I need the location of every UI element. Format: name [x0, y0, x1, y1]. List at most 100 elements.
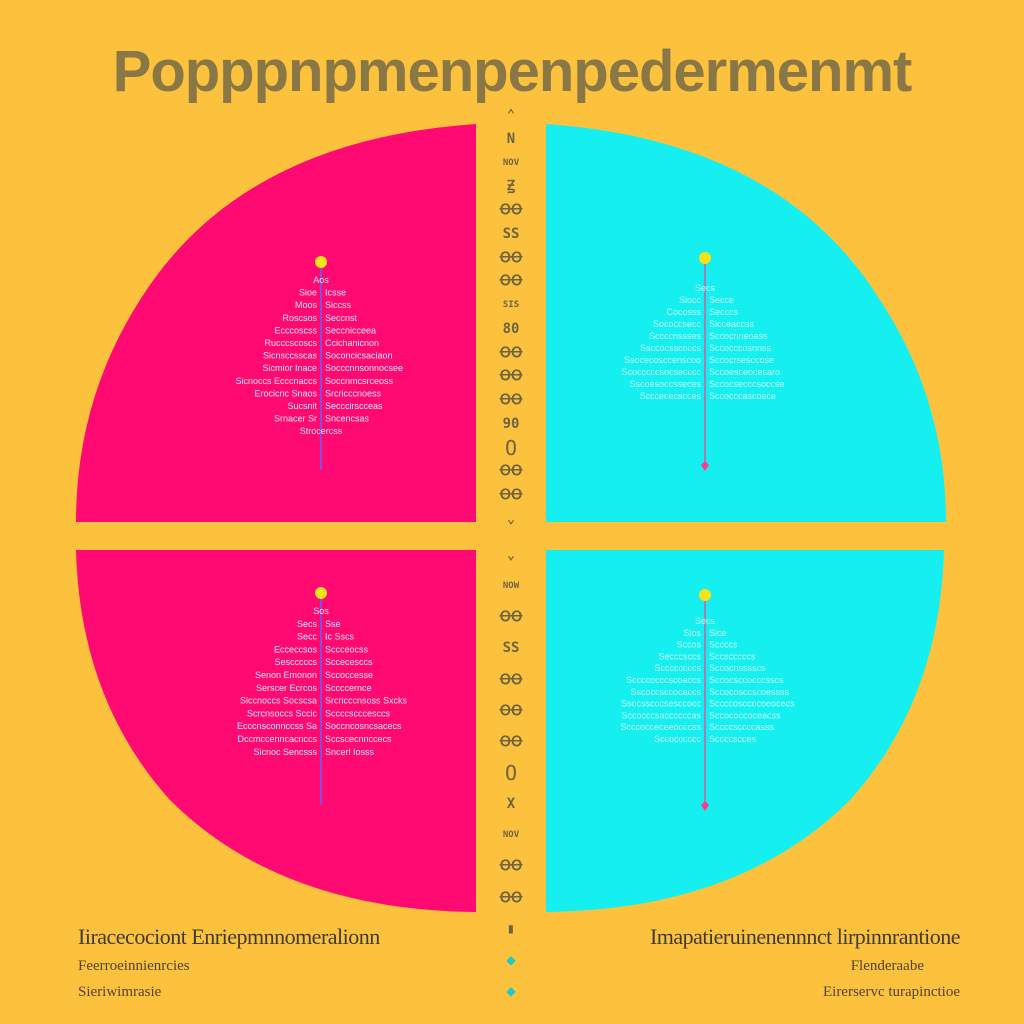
tree-label-right: Secccs [709, 307, 739, 317]
tree-label: Secs [695, 283, 716, 293]
tree-label-left: Sccccccccs [654, 663, 701, 673]
divider-bottom-glyph: NOW [502, 581, 520, 592]
divider-top-glyph: ꝊꝊ [499, 392, 523, 409]
divider-top-glyph: ⌄ [506, 511, 516, 527]
divider-top-glyph: 90 [502, 415, 520, 432]
subcaption-left-1: Feerroeinnienrcies [78, 958, 190, 974]
tree-label-right: Seccnst [325, 313, 358, 323]
caption-right: Imapatieruinenennnct lirpinnrantione [649, 924, 961, 949]
divider-bottom-glyph: ◆ [506, 981, 516, 1000]
quadrant-top-left [76, 124, 476, 522]
tree-label-right: Sccocsccocccsscs [709, 675, 784, 685]
tree-label-left: Sccocccsaccccccas [621, 710, 701, 720]
tree-label-right: Socccnnsonnocsee [325, 363, 403, 373]
divider-top-glyph: NOV [502, 157, 520, 168]
tree-node-dot [699, 589, 711, 601]
tree-label-left: Ecccnsconnccss Sa [237, 721, 317, 731]
divider-bottom-glyph: ▮ [506, 920, 516, 937]
tree-label-right: Sccocccascoece [709, 391, 776, 401]
text-tree-2: Secs Siocc Secce Cocosss Secccs Sococcsecc Sic… [621, 252, 785, 471]
tree-label: Aos [313, 275, 329, 285]
tree-label-right: Sccccernce [325, 683, 372, 693]
divider-bottom-glyph: ꝊꝊ [499, 702, 523, 719]
subcaption-left-2: Sieriwimrasie [78, 984, 162, 1000]
tree-label-right: Sncencsas [325, 414, 370, 424]
divider-bottom-glyph: ꝊꝊ [499, 858, 523, 875]
tree-label-left: Siccnoccs Socscsa [240, 696, 317, 706]
divider-top-glyph: ꝊꝊ [499, 249, 523, 266]
tree-label-left: Sioe [299, 288, 317, 298]
tree-label-left: Siocc [679, 295, 702, 305]
tree-label-right: Sice [709, 628, 727, 638]
tree-label-left: Ssocsscocsesccocc [621, 699, 702, 709]
caption-left: Iiracecociont Enriepmnnomeralionn [78, 924, 380, 949]
tree-label-left: Scccocceceeocccss [620, 722, 701, 732]
tree-label-right: Sccccscces [709, 734, 757, 744]
tree-label-right: Sccoesceocesaro [709, 367, 780, 377]
tree-label-right: Sccocosccscoessss [709, 687, 790, 697]
tree-label-left: Ecceccsos [274, 644, 318, 654]
tree-label-left: Sios [683, 628, 701, 638]
tree-label-left: Srnacer Sr [274, 414, 317, 424]
divider-bottom-glyph: ꝊꝊ [499, 671, 523, 688]
tree-label-left: Sscoccsccocaccs [630, 687, 701, 697]
tree-label-right: Sccocsecccsoccse [709, 379, 785, 389]
tree-label-left: Sccccocccscoaccs [626, 675, 702, 685]
tree-label-right: Secce [709, 295, 734, 305]
tree-label-left: Moos [295, 300, 318, 310]
tree-label-left: Scocccccsocsecccc [621, 367, 701, 377]
tree-label-left: Sicnsccsscas [263, 351, 318, 361]
tree-label-left: Ssccocsscoccs [640, 343, 702, 353]
tree-label-left: Rucccscoscs [264, 338, 317, 348]
divider-top-glyph: ꝊꝊ [499, 273, 523, 290]
tree-label-left: Scrcnsoccs Sccic [247, 708, 318, 718]
divider-bottom-glyph: ꝊꝊ [499, 609, 523, 626]
tree-label-right: Sccccs [709, 640, 738, 650]
tree-label-left: Ssocecosccenscoo [624, 355, 701, 365]
divider-top-glyph: ꝊꝊ [499, 487, 523, 504]
tree-label-right: Soccncosncsacecs [325, 721, 402, 731]
tree-label-left: Sucsnit [287, 401, 317, 411]
divider-bottom-glyph: X [506, 796, 516, 813]
divider-top-glyph: SS [502, 225, 520, 242]
tree-label-left: Sescccccs [274, 657, 317, 667]
subcaption-right-2: Eirerservc turapinctioe [822, 984, 960, 1000]
tree-label-left: Scccececscces [639, 391, 701, 401]
tree-label-right: Sccccosccocoeocecs [709, 699, 795, 709]
text-tree-4: Secs Sios Sice Sccos Sccccs Secccsccs Sccscccc… [620, 589, 795, 811]
tree-label: Sos [313, 606, 329, 616]
tree-label-right: Sccscecnnccecs [325, 734, 392, 744]
tree-label-right: Sccococcoceacss [709, 710, 781, 720]
divider-bottom-glyph: ꝊꝊ [499, 733, 523, 750]
tree-label-left: Serscer Ecrcos [256, 683, 318, 693]
tree-label-left: Sicmior Inace [262, 363, 317, 373]
tree-label-right: Ic Sscs [325, 632, 355, 642]
divider-top-glyph: ꝊꝊ [499, 463, 523, 480]
tree-label-left: Sccos [676, 640, 701, 650]
tree-label-right: Icsse [325, 288, 346, 298]
tree-label-right: Sse [325, 619, 341, 629]
divider-top-glyph: N [506, 130, 516, 147]
divider-bottom-glyph: O [504, 761, 518, 785]
divider-top-glyph: Ꙃ [506, 178, 516, 195]
tree-label-right: Sicceaccss [709, 319, 755, 329]
divider-top-glyph: ꝊꝊ [499, 202, 523, 219]
tree-label-right: Ccichanicnon [325, 338, 379, 348]
tree-label-right: Sccocnneoass [709, 331, 768, 341]
tree-label-left: Ecccoscss [274, 325, 317, 335]
tree-label-left: Sococcsecc [653, 319, 702, 329]
divider-bottom-glyph: SS [502, 640, 520, 657]
tree-label-left: Cocosss [666, 307, 701, 317]
quadrant-bottom-left [76, 550, 476, 912]
tree-label: Secs [695, 616, 716, 626]
tree-label-left: Sicnoccs Ecccnaccs [235, 376, 317, 386]
tree-label-left: Roscsos [282, 313, 317, 323]
divider-top-glyph: ꝊꝊ [499, 344, 523, 361]
tree-label-left: Sicnoc Sencsss [253, 747, 317, 757]
tree-end-marker [701, 801, 709, 811]
tree-label-left: Secc [297, 632, 318, 642]
divider-bottom-glyph: ⌄ [506, 547, 516, 563]
divider-bottom-glyph: ◆ [506, 949, 516, 969]
divider-top-glyph: ꝊꝊ [499, 368, 523, 385]
divider-top-glyph: 80 [502, 320, 520, 337]
